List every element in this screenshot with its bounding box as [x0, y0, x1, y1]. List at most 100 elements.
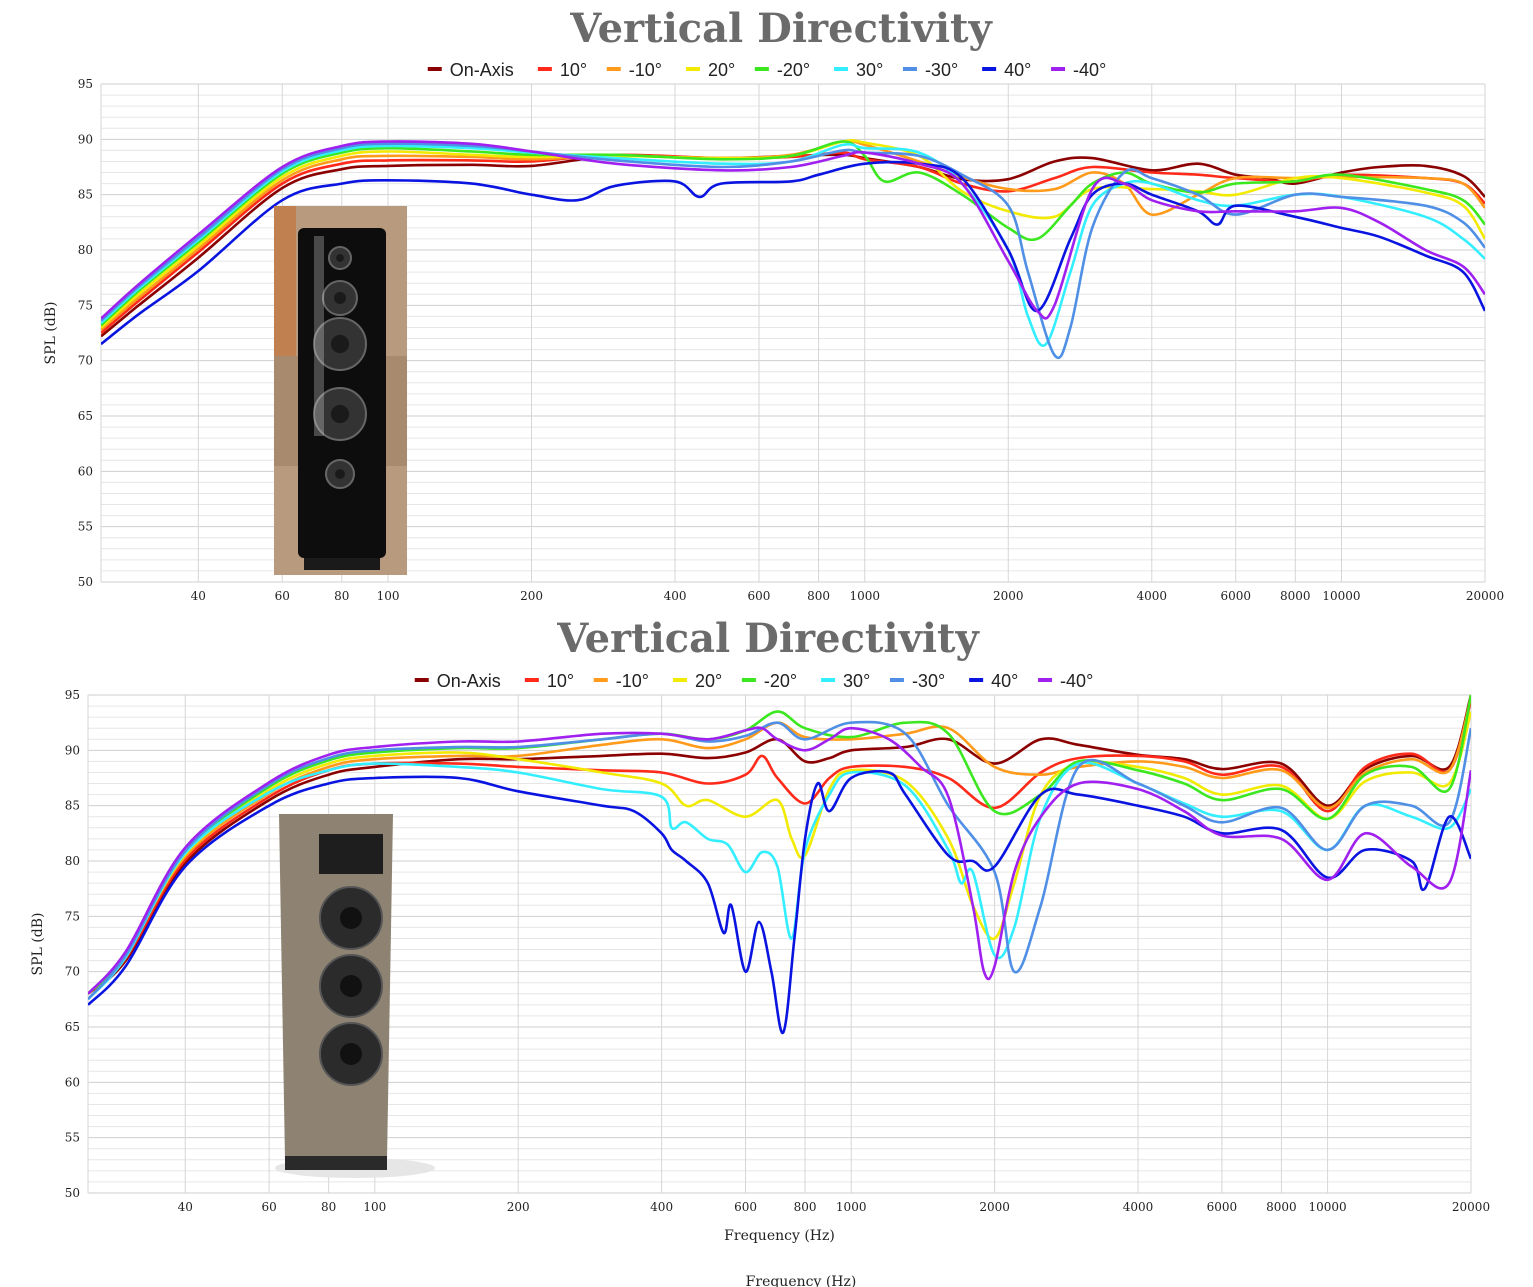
y-tick-label: 90 — [78, 132, 93, 146]
x-tick-label: 4000 — [1137, 589, 1168, 603]
legend-swatch — [821, 678, 836, 682]
series-lines — [88, 694, 1471, 1034]
y-tick-label: 75 — [78, 298, 93, 312]
driver-cap — [335, 469, 345, 479]
y-tick-label: 80 — [78, 243, 93, 257]
cabinet-highlight — [314, 236, 324, 436]
legend-label: 30° — [843, 671, 870, 691]
legend-label: 20° — [708, 60, 735, 80]
driver-cap — [330, 404, 350, 424]
legend-swatch — [982, 67, 997, 71]
x-tick-label: 60 — [275, 589, 290, 603]
x-tick-label: 8000 — [1280, 589, 1311, 603]
legend-label: -30° — [912, 671, 945, 691]
y-tick-label: 95 — [78, 77, 93, 91]
legend-label: On-Axis — [450, 60, 514, 80]
legend-swatch — [685, 67, 700, 71]
y-tick-label: 90 — [65, 743, 80, 757]
legend-swatch — [524, 678, 539, 682]
legend-swatch — [1038, 678, 1053, 682]
x-tick-label: 800 — [807, 589, 830, 603]
speaker-base — [285, 1156, 387, 1170]
x-tick-label: 20000 — [1466, 589, 1504, 603]
y-tick-label: 60 — [78, 464, 93, 478]
y-tick-label: 85 — [65, 799, 80, 813]
x-tick-label: 600 — [748, 589, 771, 603]
footer-frequency-label: Frequency (Hz) — [746, 1274, 857, 1287]
legend: On-Axis 10° -10° 20° -20° 30° -30° 40° -40° — [427, 60, 1106, 80]
legend-swatch — [606, 67, 621, 71]
y-tick-label: 85 — [78, 188, 93, 202]
driver-cap — [336, 254, 344, 262]
y-tick-label: 55 — [65, 1131, 80, 1145]
legend-swatch — [969, 678, 984, 682]
series-line — [88, 694, 1471, 995]
x-tick-label: 4000 — [1123, 1200, 1154, 1214]
chart-1: 50 55 60 65 70 75 80 85 90 95 40 60 80 100 200 400 600 80… — [43, 5, 1504, 603]
y-tick-label: 65 — [65, 1020, 80, 1034]
speaker-photo-black — [274, 206, 407, 575]
x-tick-label: 40 — [178, 1200, 193, 1214]
series-line — [101, 139, 1485, 331]
x-tick-label: 20000 — [1452, 1200, 1490, 1214]
legend-swatch — [593, 678, 608, 682]
y-tick-label: 70 — [65, 965, 80, 979]
series-lines — [101, 138, 1485, 359]
woofer-cap — [340, 975, 362, 997]
legend-swatch — [902, 67, 917, 71]
x-tick-label: 8000 — [1266, 1200, 1297, 1214]
x-tick-label: 60 — [261, 1200, 276, 1214]
series-line — [88, 694, 1471, 995]
legend-label: -10° — [629, 60, 662, 80]
legend-swatch — [741, 678, 756, 682]
legend-label: 40° — [1004, 60, 1031, 80]
legend-label: -40° — [1073, 60, 1106, 80]
y-tick-label: 80 — [65, 854, 80, 868]
x-tick-label: 200 — [520, 589, 543, 603]
speaker-photo-wood — [275, 814, 435, 1178]
y-tick-label: 65 — [78, 409, 93, 423]
legend-label: On-Axis — [437, 671, 501, 691]
legend-label: -20° — [764, 671, 797, 691]
x-tick-label: 2000 — [979, 1200, 1010, 1214]
x-axis-label: Frequency (Hz) — [724, 1228, 835, 1244]
x-tick-label: 80 — [334, 589, 349, 603]
legend-label: 10° — [560, 60, 587, 80]
y-axis-label: SPL (dB) — [30, 913, 46, 976]
y-tick-label: 95 — [65, 688, 80, 702]
y-axis-label: SPL (dB) — [43, 302, 59, 365]
x-tick-label: 100 — [363, 1200, 386, 1214]
y-tick-label: 70 — [78, 354, 93, 368]
x-tick-label: 6000 — [1220, 589, 1251, 603]
x-tick-label: 1000 — [849, 589, 880, 603]
x-tick-label: 100 — [377, 589, 400, 603]
y-tick-label: 75 — [65, 909, 80, 923]
legend-swatch — [672, 678, 687, 682]
legend-swatch — [889, 678, 904, 682]
speaker-horn — [319, 834, 383, 874]
x-tick-label: 10000 — [1322, 589, 1360, 603]
series-line — [88, 761, 1471, 1001]
chart-title: Vertical Directivity — [569, 5, 993, 52]
driver-cap — [330, 334, 350, 354]
x-tick-label: 400 — [664, 589, 687, 603]
y-tick-label: 50 — [78, 575, 93, 589]
series-line — [101, 140, 1485, 327]
x-tick-label: 6000 — [1207, 1200, 1238, 1214]
series-line — [101, 138, 1485, 329]
x-tick-label: 80 — [321, 1200, 336, 1214]
x-tick-label: 200 — [507, 1200, 530, 1214]
woofer-cap — [340, 1043, 362, 1065]
series-line — [88, 769, 1471, 1034]
legend-label: 10° — [547, 671, 574, 691]
woofer-cap — [340, 907, 362, 929]
x-tick-label: 1000 — [836, 1200, 867, 1214]
series-line — [88, 726, 1471, 995]
y-tick-label: 55 — [78, 520, 93, 534]
x-tick-label: 400 — [650, 1200, 673, 1214]
legend-label: -20° — [777, 60, 810, 80]
y-tick-label: 50 — [65, 1186, 80, 1200]
series-line — [88, 711, 1471, 995]
chart-2: 50 55 60 65 70 75 80 85 90 95 40 60 80 100 200 400 600 80… — [30, 615, 1490, 1244]
